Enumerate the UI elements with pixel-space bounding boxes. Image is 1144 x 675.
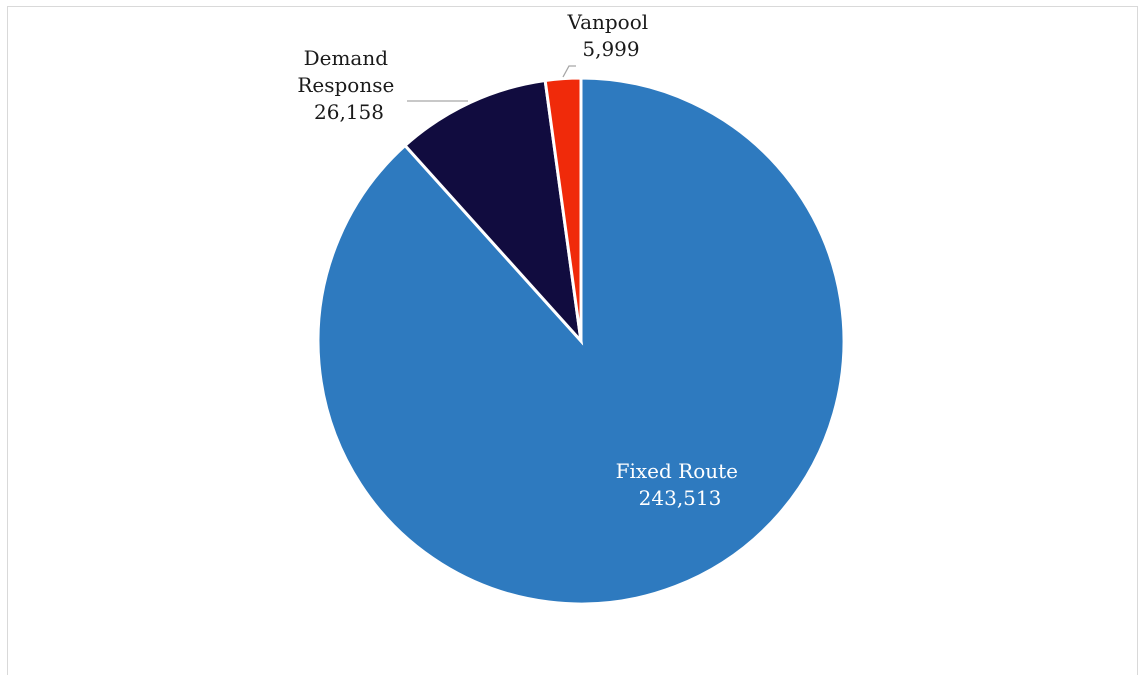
label-vanpool: Vanpool 5,999 <box>566 10 654 61</box>
label-fixed-route: Fixed Route 243,513 <box>616 459 745 510</box>
label-demand-response-value: 26,158 <box>314 100 384 124</box>
slice-vanpool <box>543 76 583 342</box>
label-fixed-route-category: Fixed Route <box>616 459 738 483</box>
label-demand-response-category-line1: Demand <box>304 46 389 70</box>
label-vanpool-value: 5,999 <box>582 37 639 61</box>
pie-slices <box>316 76 846 606</box>
leader-line-vanpool <box>562 65 576 78</box>
leader-lines <box>407 65 576 102</box>
label-demand-response-category-line2: Response <box>297 73 394 97</box>
label-demand-response: Demand Response 26,158 <box>297 46 400 124</box>
label-fixed-route-value: 243,513 <box>639 486 722 510</box>
slice-demand-response <box>402 78 584 346</box>
label-vanpool-category: Vanpool <box>566 10 648 34</box>
data-labels: Fixed Route 243,513 Demand Response 26,1… <box>297 10 745 510</box>
